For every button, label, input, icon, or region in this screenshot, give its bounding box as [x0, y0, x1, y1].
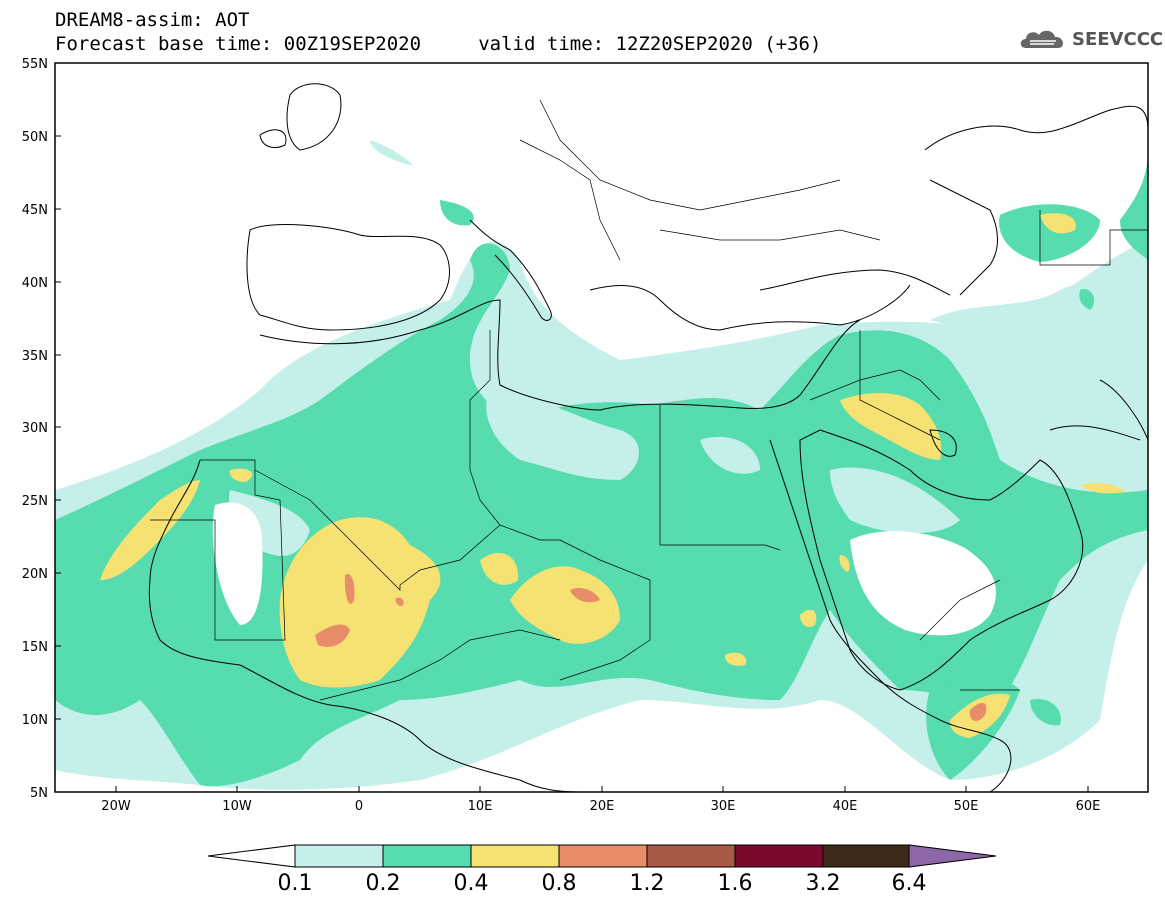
forecast-time-line: Forecast base time: 00Z19SEP2020 valid t…: [55, 33, 822, 55]
map-title: DREAM8-assim: AOT: [55, 9, 250, 31]
colorbar-label: 3.2: [805, 871, 841, 896]
lon-axis: 20W 10W 0 10E 20E 30E 40E 50E 60E: [101, 799, 1100, 814]
lat-label: 5N: [30, 786, 48, 801]
lat-label: 15N: [22, 640, 48, 655]
coastlines: [148, 83, 1148, 792]
seevccc-logo: SEEVCCC: [1018, 24, 1163, 54]
lat-label: 35N: [22, 349, 48, 364]
lat-axis: 55N 50N 45N 40N 35N 30N 25N 20N 15N 10N …: [22, 57, 48, 801]
cloud-icon: [1020, 30, 1064, 48]
colorbar-swatch: [646, 844, 736, 868]
colorbar-label: 1.6: [717, 871, 753, 896]
lat-label: 45N: [22, 203, 48, 218]
colorbar-label: 1.2: [629, 871, 665, 896]
colorbar-under-arrow: [207, 844, 296, 868]
lat-label: 20N: [22, 567, 48, 582]
lat-label: 25N: [22, 494, 48, 509]
aot-field: [55, 140, 1148, 790]
lon-label: 40E: [833, 799, 858, 814]
colorbar-label: 0.4: [453, 871, 489, 896]
lat-label: 10N: [22, 713, 48, 728]
lon-label: 20E: [590, 799, 615, 814]
lon-label: 10W: [222, 799, 252, 814]
colorbar-swatch: [734, 844, 824, 868]
lat-label: 55N: [22, 57, 48, 72]
lat-label: 40N: [22, 276, 48, 291]
colorbar-swatch: [382, 844, 472, 868]
colorbar: [207, 844, 997, 868]
colorbar-swatch: [470, 844, 560, 868]
lat-label: 50N: [22, 130, 48, 145]
lon-label: 60E: [1076, 799, 1101, 814]
colorbar-label: 0.2: [365, 871, 401, 896]
colorbar-swatch: [822, 844, 910, 868]
logo-text: SEEVCCC: [1072, 28, 1164, 50]
colorbar-label: 0.1: [277, 871, 313, 896]
lat-label: 30N: [22, 421, 48, 436]
lon-label: 10E: [468, 799, 493, 814]
colorbar-over-arrow: [908, 844, 997, 868]
lon-label: 30E: [711, 799, 736, 814]
lat-ticks: [55, 135, 1089, 792]
colorbar-swatch: [558, 844, 648, 868]
lon-label: 0: [355, 799, 363, 814]
country-borders: [150, 99, 1148, 701]
lon-label: 20W: [101, 799, 131, 814]
colorbar-swatch: [294, 844, 384, 868]
lon-label: 50E: [954, 799, 979, 814]
colorbar-label: 6.4: [891, 871, 927, 896]
colorbar-label: 0.8: [541, 871, 577, 896]
